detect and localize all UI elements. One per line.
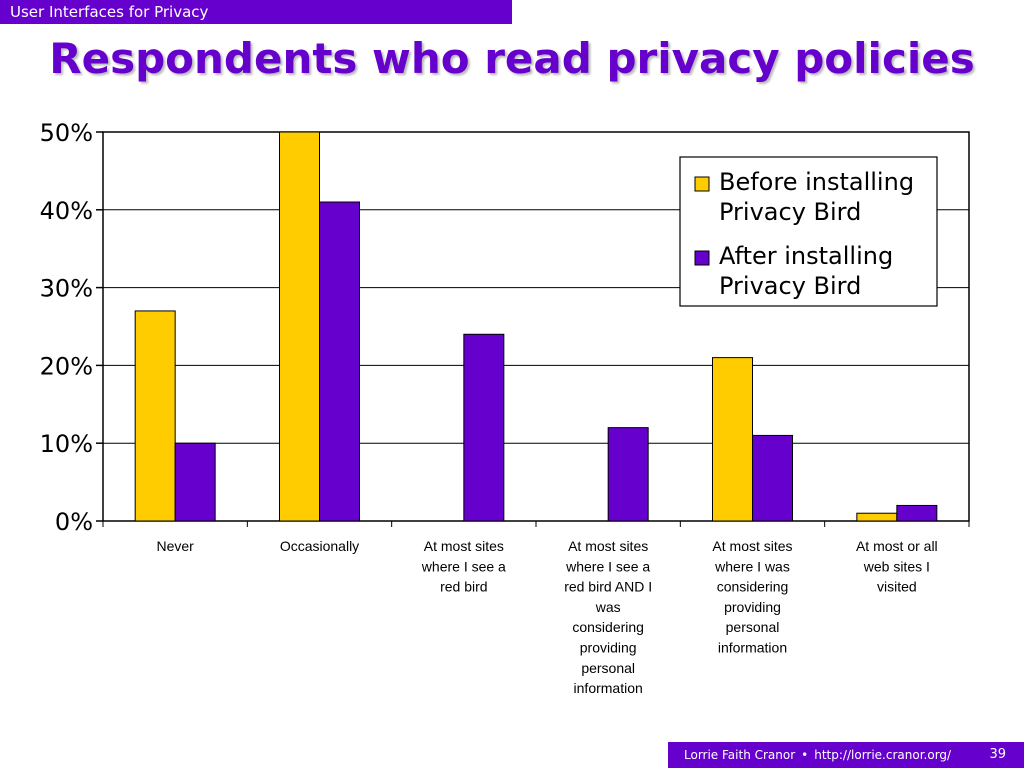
footer-separator: •	[801, 748, 809, 762]
y-tick-label: 0%	[55, 508, 93, 536]
footer-author: Lorrie Faith Cranor	[684, 748, 796, 762]
footer-url: http://lorrie.cranor.org/	[814, 748, 952, 762]
header-banner: User Interfaces for Privacy	[0, 0, 512, 24]
x-category-label: Occasionally	[280, 538, 359, 554]
y-tick-label: 10%	[40, 430, 93, 458]
y-tick-label: 20%	[40, 352, 93, 380]
x-category-label: At most sites where I see a red bird	[421, 538, 506, 595]
x-category-label: Never	[156, 538, 194, 554]
bar-after	[463, 333, 505, 522]
bar-before	[279, 131, 320, 522]
y-tick-label: 50%	[40, 119, 93, 147]
bar-chart: 0% 10% 20% 30% 40% 50% Never Occasionally At mos…	[40, 119, 970, 696]
bar-before	[712, 357, 753, 522]
legend-swatch	[694, 176, 710, 192]
bar-after	[607, 427, 649, 522]
legend-swatch	[694, 250, 710, 266]
bar-after	[752, 434, 793, 522]
footer-bar: Lorrie Faith Cranor • http://lorrie.cranor…	[668, 742, 1024, 768]
slide-title: Respondents who read privacy policies	[49, 34, 975, 83]
bar-before	[856, 512, 898, 522]
y-tick-label: 30%	[40, 275, 93, 303]
bar-after	[319, 201, 360, 522]
header-banner-text: User Interfaces for Privacy	[10, 3, 209, 21]
bar-after	[896, 504, 938, 522]
x-category-label: At most sites where I was considering provi…	[712, 538, 792, 656]
bar-before	[134, 310, 176, 522]
y-tick-label: 40%	[40, 197, 93, 225]
legend-box	[679, 156, 938, 307]
page-number: 39	[989, 747, 1006, 762]
bar-after	[174, 442, 216, 522]
legend-label: Before installing Privacy Bird	[719, 168, 914, 226]
legend-label: After installing Privacy Bird	[719, 242, 893, 300]
x-category-label: At most sites where I see a red bird AND I…	[564, 538, 652, 696]
